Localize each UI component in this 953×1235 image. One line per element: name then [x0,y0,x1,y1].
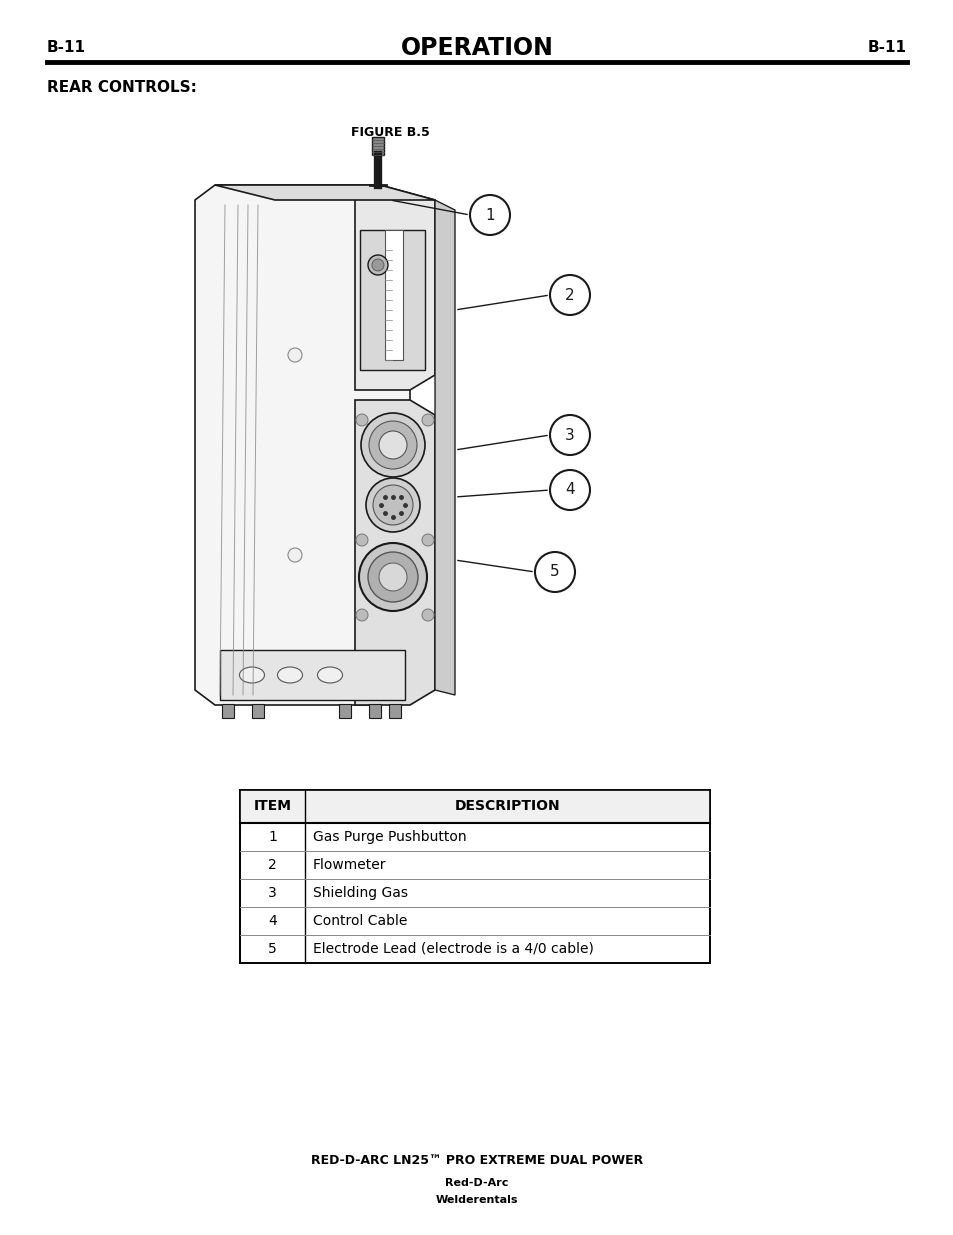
Text: ITEM: ITEM [253,799,292,814]
Polygon shape [214,185,435,200]
Ellipse shape [317,667,342,683]
Text: Shielding Gas: Shielding Gas [313,885,408,900]
Bar [220,650,405,700]
Polygon shape [355,185,435,390]
Circle shape [355,414,368,426]
Text: B-11: B-11 [867,41,906,56]
Circle shape [358,543,427,611]
Text: 2: 2 [564,288,575,303]
Circle shape [355,534,368,546]
Circle shape [421,534,434,546]
Circle shape [368,254,388,275]
Ellipse shape [277,667,302,683]
Circle shape [368,552,417,601]
Circle shape [360,412,424,477]
Circle shape [366,478,419,532]
Text: 1: 1 [485,207,495,222]
Text: Red-D-Arc: Red-D-Arc [445,1178,508,1188]
Text: 5: 5 [268,942,276,956]
Circle shape [373,485,413,525]
Ellipse shape [239,667,264,683]
Bar [385,230,402,359]
Text: 3: 3 [268,885,276,900]
Circle shape [288,348,302,362]
Circle shape [378,431,407,459]
Text: 1: 1 [268,830,276,844]
Text: Welderentals: Welderentals [436,1195,517,1205]
Text: FIGURE B.5: FIGURE B.5 [351,126,429,140]
Circle shape [378,563,407,592]
Circle shape [372,259,384,270]
Bar [252,704,264,718]
Bar [240,790,709,823]
Text: Gas Purge Pushbutton: Gas Purge Pushbutton [313,830,466,844]
Polygon shape [355,400,435,705]
Text: Electrode Lead (electrode is a 4/0 cable): Electrode Lead (electrode is a 4/0 cable… [313,942,594,956]
Bar [369,704,380,718]
Circle shape [369,421,416,469]
Text: 4: 4 [564,483,575,498]
Text: RED-D-ARC LN25™ PRO EXTREME DUAL POWER: RED-D-ARC LN25™ PRO EXTREME DUAL POWER [311,1153,642,1167]
Text: 4: 4 [268,914,276,927]
Text: Flowmeter: Flowmeter [313,858,386,872]
Circle shape [288,548,302,562]
Text: B-11: B-11 [47,41,86,56]
Circle shape [355,609,368,621]
Circle shape [421,414,434,426]
Bar [338,704,351,718]
Polygon shape [194,185,410,705]
Bar [389,704,400,718]
Circle shape [421,609,434,621]
Text: DESCRIPTION: DESCRIPTION [455,799,559,814]
Text: Control Cable: Control Cable [313,914,407,927]
Text: 2: 2 [268,858,276,872]
Bar [359,230,424,370]
Bar [222,704,233,718]
Text: 5: 5 [550,564,559,579]
Polygon shape [435,200,455,695]
Text: OPERATION: OPERATION [400,36,553,61]
Text: 3: 3 [564,427,575,442]
Bar [240,790,709,963]
Bar [372,137,384,156]
Text: REAR CONTROLS:: REAR CONTROLS: [47,80,196,95]
